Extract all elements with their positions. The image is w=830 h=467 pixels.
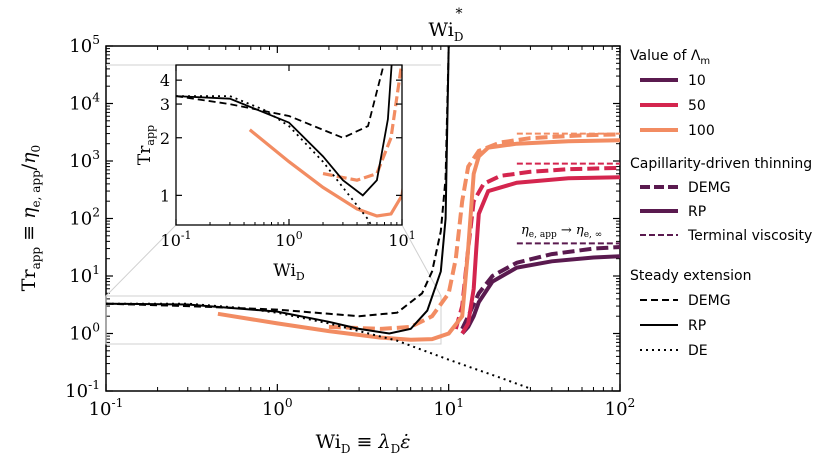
main-axis-ticks: 10-1 100 101 102 10-1 100 101 102 103 104 105: [65, 33, 635, 420]
y-tick-label: 100: [69, 320, 100, 344]
capillary-demg-50: [453, 165, 620, 330]
y-tick-label: 103: [69, 148, 100, 172]
y-tick-label: 104: [69, 90, 100, 114]
steady-demg: [106, 46, 450, 318]
inset-y-tick-label: 4: [160, 71, 170, 90]
inset-steady-rp: [176, 65, 393, 197]
legend-label-steady-demg: DEMG: [688, 293, 731, 309]
legend-title-steady: Steady extension: [630, 268, 751, 284]
y-tick-label: 101: [69, 263, 100, 287]
inset-zoom-guides: [105, 64, 442, 345]
x-tick-label: 101: [433, 396, 464, 420]
inset-capillary-demg-50: [407, 0, 515, 180]
legend-title-lambda: Value of Λm: [630, 48, 710, 67]
inset-steady-demg: [176, 65, 385, 139]
inset-capillary-demg-10: [411, 0, 515, 180]
x-tick-label: 100: [262, 396, 293, 420]
x-tick-label: 10-1: [89, 396, 124, 420]
inset-x-tick-label: 10-1: [161, 229, 192, 250]
inset-axis-ticks: 10-1 100 101 1 2 3 4: [160, 65, 416, 250]
critical-wi-sub: D: [454, 30, 464, 44]
inset-background: [176, 65, 402, 225]
steady-rp: [106, 46, 450, 335]
inset-y-tick-label: 3: [160, 95, 170, 114]
critical-wi-base: Wi: [429, 19, 454, 41]
inset-x-tick-label: 101: [388, 229, 415, 250]
terminal-annotation: ηe, app → ηe, ∞: [521, 223, 602, 240]
zoom-region: [105, 295, 442, 345]
y-tick-label: 105: [69, 33, 100, 57]
y-tick-label: 102: [69, 205, 100, 229]
inset-curves: [176, 0, 515, 225]
x-tick-label: 102: [605, 396, 636, 420]
legend-label-lambda-10: 10: [688, 73, 706, 89]
legend: Value of Λm 10 50 100 Capillarity-driven thi…: [630, 48, 812, 359]
inset-xlabel: WiD: [273, 261, 305, 283]
legend-label-steady-de: DE: [688, 343, 708, 359]
main-curves: [106, 46, 620, 390]
legend-label-lambda-50: 50: [688, 98, 706, 114]
inset-x-tick-label: 100: [275, 229, 302, 250]
inset-y-tick-label: 2: [160, 129, 170, 148]
legend-label-capillary-1: RP: [688, 204, 706, 220]
legend-label-steady-rp: RP: [688, 318, 706, 334]
critical-wi-star: *: [455, 6, 462, 22]
capillary-rp-100: [217, 138, 620, 342]
legend-label-lambda-100: 100: [688, 123, 715, 139]
main-ylabel: Trapp ≡ ηe, app/η0: [18, 145, 43, 291]
inset-ylabel: Trapp: [135, 125, 157, 165]
inset-capillary-rp-100: [248, 128, 402, 218]
inset-steady-de: [176, 95, 373, 225]
inset-y-tick-label: 1: [160, 186, 170, 205]
steady-de: [106, 302, 531, 390]
y-tick-label: 10-1: [65, 378, 100, 402]
main-xlabel: WiD ≡ λDε̇: [316, 431, 411, 456]
capillary-demg-100: [328, 132, 620, 331]
legend-label-capillary-2: Terminal viscosity: [687, 228, 812, 244]
capillary-rp-50: [460, 175, 620, 335]
legend-title-capillary: Capillarity-driven thinning: [630, 156, 812, 172]
legend-label-capillary-0: DEMG: [688, 180, 731, 196]
critical-wi-label: WiD *: [429, 6, 464, 44]
capillary-rp-10: [460, 254, 620, 335]
